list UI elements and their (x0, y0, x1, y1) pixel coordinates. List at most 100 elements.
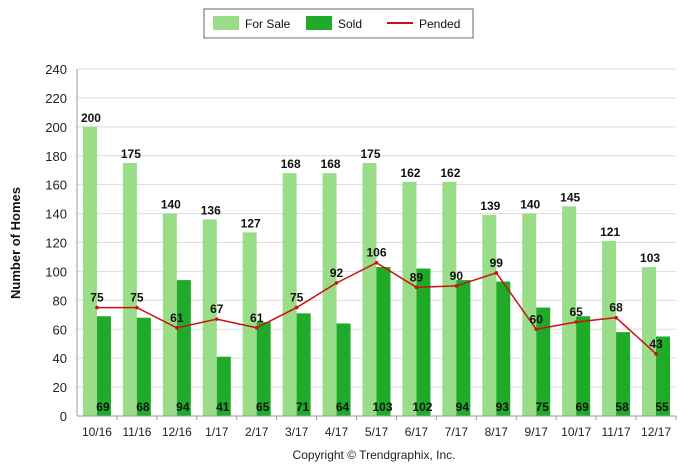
pended-point (175, 326, 179, 330)
for-sale-value-label: 200 (81, 111, 101, 125)
x-tick-label: 4/17 (325, 425, 349, 439)
pended-point (574, 320, 578, 324)
sold-bar (216, 356, 231, 416)
sold-bar (496, 281, 511, 416)
pended-point (214, 317, 219, 321)
y-tick-label: 120 (45, 236, 67, 251)
legend: For Sale Sold Pended (203, 8, 474, 39)
y-tick-label: 100 (45, 264, 67, 279)
x-tick-label: 5/17 (365, 425, 389, 439)
y-tick-label: 20 (53, 380, 67, 395)
pended-point (614, 315, 618, 320)
for-sale-value-label: 121 (600, 225, 620, 239)
pended-point (294, 305, 299, 310)
pended-value-label: 60 (530, 312, 544, 326)
pended-point (254, 326, 259, 330)
pended-value-label: 75 (290, 291, 304, 305)
sold-value-label: 58 (615, 400, 629, 414)
sold-value-label: 102 (412, 400, 432, 414)
sold-value-label: 68 (136, 400, 150, 414)
x-tick-label: 7/17 (445, 425, 469, 439)
x-tick-label: 11/16 (122, 425, 151, 439)
legend-label: For Sale (245, 17, 291, 31)
pended-value-label: 92 (330, 266, 344, 280)
y-axis-title: Number of Homes (8, 187, 23, 299)
sold-value-label: 94 (176, 400, 190, 414)
for-sale-value-label: 175 (360, 147, 380, 161)
sold-bar (336, 323, 351, 416)
for-sale-value-label: 140 (520, 198, 540, 212)
x-tick-label: 12/17 (641, 425, 671, 439)
for-sale-bar (242, 232, 257, 416)
pended-point (534, 327, 539, 332)
x-tick-label: 6/17 (405, 425, 429, 439)
sold-bar (176, 280, 191, 416)
sold-value-label: 94 (456, 400, 470, 414)
pended-value-label: 68 (609, 301, 623, 315)
for-sale-bar (82, 126, 97, 416)
sold-bar (576, 316, 591, 416)
pended-point (494, 271, 499, 275)
pended-value-label: 65 (569, 305, 583, 319)
pended-value-label: 61 (170, 311, 184, 325)
y-tick-label: 220 (45, 91, 67, 106)
x-tick-label: 2/17 (245, 425, 269, 439)
sold-value-label: 41 (216, 400, 230, 414)
y-tick-label: 40 (53, 351, 67, 366)
x-tick-label: 10/17 (561, 425, 591, 439)
for-sale-bar (202, 219, 217, 416)
pended-value-label: 43 (649, 337, 663, 351)
y-tick-label: 60 (53, 322, 67, 337)
sold-value-label: 69 (575, 400, 589, 414)
for-sale-value-label: 168 (321, 157, 341, 171)
for-sale-bar (602, 241, 617, 416)
for-sale-bar (362, 162, 377, 416)
for-sale-value-label: 103 (640, 251, 660, 265)
y-tick-label: 180 (45, 149, 67, 164)
for-sale-bar (122, 162, 137, 416)
bars (82, 126, 671, 416)
x-tick-label: 8/17 (485, 425, 509, 439)
pended-value-label: 75 (90, 291, 104, 305)
y-tick-label: 240 (45, 62, 67, 77)
pended-point (454, 284, 459, 288)
y-axis: 0 20 40 60 80 100 120 140 160 180 200 220 240 (45, 62, 78, 424)
sold-bar (616, 332, 631, 416)
pended-point (334, 281, 339, 285)
legend-swatch (213, 16, 239, 30)
x-tick-label: 10/16 (82, 425, 112, 439)
pended-value-label: 106 (366, 246, 386, 260)
for-sale-bar (162, 213, 177, 416)
legend-box (203, 8, 474, 39)
pended-value-label: 67 (210, 302, 224, 316)
sold-value-label: 69 (96, 400, 110, 414)
pended-value-label: 99 (490, 256, 504, 270)
copyright-text: Copyright © Trendgraphix, Inc. (293, 448, 456, 462)
sold-bar (136, 317, 151, 416)
sold-value-label: 93 (496, 400, 510, 414)
sold-bar (416, 268, 431, 416)
pended-value-label: 89 (410, 270, 424, 284)
pended-point (374, 260, 379, 265)
x-tick-label: 1/17 (205, 425, 229, 439)
pended-value-label: 75 (130, 291, 144, 305)
sold-bar (296, 313, 311, 416)
for-sale-value-label: 162 (400, 166, 420, 180)
for-sale-value-label: 136 (201, 203, 221, 217)
x-axis: 10/16 11/16 12/16 1/17 2/17 3/17 4/17 5/17 6/17 7… (77, 415, 677, 439)
sold-bar (456, 280, 471, 416)
for-sale-bar (562, 206, 577, 416)
for-sale-bar (642, 267, 657, 416)
legend-label: Sold (338, 17, 362, 31)
for-sale-bar (322, 173, 337, 416)
pended-point (135, 305, 139, 310)
legend-label: Pended (419, 17, 460, 31)
sold-value-label: 64 (336, 400, 350, 414)
pended-value-label: 61 (250, 311, 264, 325)
y-tick-label: 160 (45, 178, 67, 193)
sold-bar (376, 267, 391, 416)
pended-value-label: 90 (450, 269, 464, 283)
y-tick-label: 0 (60, 409, 67, 424)
